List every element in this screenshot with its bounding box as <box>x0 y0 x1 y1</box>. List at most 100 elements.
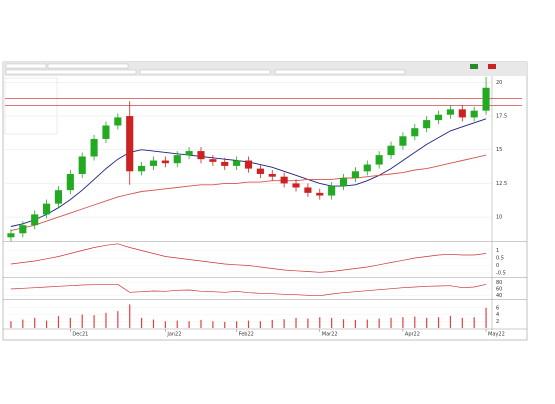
candle-body <box>90 138 98 157</box>
y-tick-label: 17.5 <box>496 114 507 120</box>
y-tick-label: 20 <box>496 80 502 86</box>
candle-body <box>54 190 63 204</box>
candle-body <box>221 161 229 166</box>
volume-bar <box>366 319 368 328</box>
x-tick-label: Dec21 <box>72 332 88 338</box>
volume-bar <box>117 311 119 328</box>
volume-bar <box>414 316 416 328</box>
volume-bar <box>129 304 131 328</box>
volume-bar <box>81 314 83 328</box>
candle-body <box>399 136 407 146</box>
legend-box <box>4 77 58 135</box>
volume-bar <box>461 317 463 328</box>
window-frame <box>2 61 528 341</box>
candle-body <box>197 151 205 160</box>
volume-bar <box>378 318 380 328</box>
volume-bar <box>152 319 155 328</box>
toolbar-button[interactable] <box>470 64 478 69</box>
volume-bar <box>259 321 261 328</box>
candle-body <box>375 155 383 165</box>
candle-body <box>304 187 312 193</box>
candle-body <box>7 233 15 238</box>
y-tick-label: -0.5 <box>496 271 506 277</box>
y-tick-label: 2 <box>496 319 499 325</box>
volume-bar <box>485 307 487 328</box>
volume-bar <box>402 317 404 328</box>
toolbar-button[interactable] <box>488 64 496 69</box>
candle-body <box>161 160 169 164</box>
volume-bar <box>247 320 250 328</box>
candle-body <box>31 214 39 226</box>
volume-bar <box>295 317 297 328</box>
x-tick-label: Mar22 <box>322 332 338 338</box>
candle-body <box>149 160 158 166</box>
candle-body <box>339 178 348 187</box>
candle-body <box>102 125 110 139</box>
toolbar-buttons[interactable] <box>5 63 406 75</box>
volume-bar <box>57 316 60 328</box>
volume-bar <box>473 317 475 328</box>
candle-body <box>458 109 466 118</box>
volume-bar <box>188 321 190 328</box>
candle-body <box>446 109 454 115</box>
candle-body <box>470 110 478 118</box>
line-series <box>10 283 487 297</box>
volume-bar <box>93 315 95 328</box>
volume-bar <box>271 319 273 328</box>
volume-bar <box>22 319 24 328</box>
candle-body <box>268 173 276 177</box>
y-tick-label: 6 <box>496 305 499 311</box>
candle-body <box>66 173 74 191</box>
candle-body <box>292 183 300 188</box>
y-tick-label: 12.5 <box>496 181 507 187</box>
volume-bar <box>390 317 392 328</box>
volume-bar <box>69 317 71 328</box>
candle-body <box>423 120 431 129</box>
candle-body <box>78 156 86 174</box>
x-tick-label: Feb22 <box>239 332 254 338</box>
volume-bar <box>10 321 12 328</box>
candle-body <box>114 117 122 126</box>
volume-bar <box>34 317 36 328</box>
candle-body <box>233 160 241 166</box>
volume-bar <box>200 319 202 328</box>
volume-bar <box>164 321 166 328</box>
x-tick-label: Jan22 <box>166 332 181 338</box>
y-tick-label: 10 <box>496 215 502 221</box>
y-tick-label: 0.5 <box>496 256 504 262</box>
volume-bar <box>342 319 345 328</box>
candle-body <box>387 145 395 156</box>
candle-body <box>280 176 288 184</box>
volume-bar <box>319 317 321 328</box>
line-series <box>10 154 487 232</box>
volume-bar <box>331 317 333 328</box>
candle-body <box>363 164 371 172</box>
candle-body <box>138 165 146 172</box>
volume-bar <box>449 315 452 328</box>
candle-body <box>185 151 193 156</box>
volume-bar <box>212 321 214 328</box>
candle-body <box>173 155 181 164</box>
y-tick-label: 15 <box>496 147 502 153</box>
volume-bar <box>283 319 285 328</box>
volume-bar <box>176 320 178 328</box>
volume-bar <box>140 317 143 328</box>
candle-body <box>328 186 336 196</box>
volume-bar <box>307 318 309 328</box>
candle-body <box>316 192 324 196</box>
volume-bar <box>437 317 440 328</box>
candle-body <box>19 225 27 234</box>
candle-body <box>244 160 253 169</box>
volume-bar <box>426 317 428 328</box>
volume-bar <box>236 321 238 328</box>
line-series <box>10 243 487 273</box>
x-tick-label: May22 <box>488 332 505 338</box>
candle-body <box>434 114 443 121</box>
y-tick-label: 1 <box>496 248 499 254</box>
y-tick-label: 60 <box>496 287 502 293</box>
volume-bar <box>224 321 226 328</box>
candle-body <box>411 128 419 137</box>
candle-body <box>256 168 264 174</box>
candle-body <box>482 87 490 111</box>
